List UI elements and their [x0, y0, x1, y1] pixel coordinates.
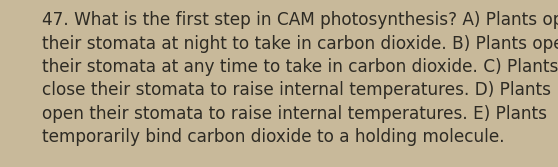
- Text: 47. What is the first step in CAM photosynthesis? A) Plants open
their stomata a: 47. What is the first step in CAM photos…: [42, 11, 558, 146]
